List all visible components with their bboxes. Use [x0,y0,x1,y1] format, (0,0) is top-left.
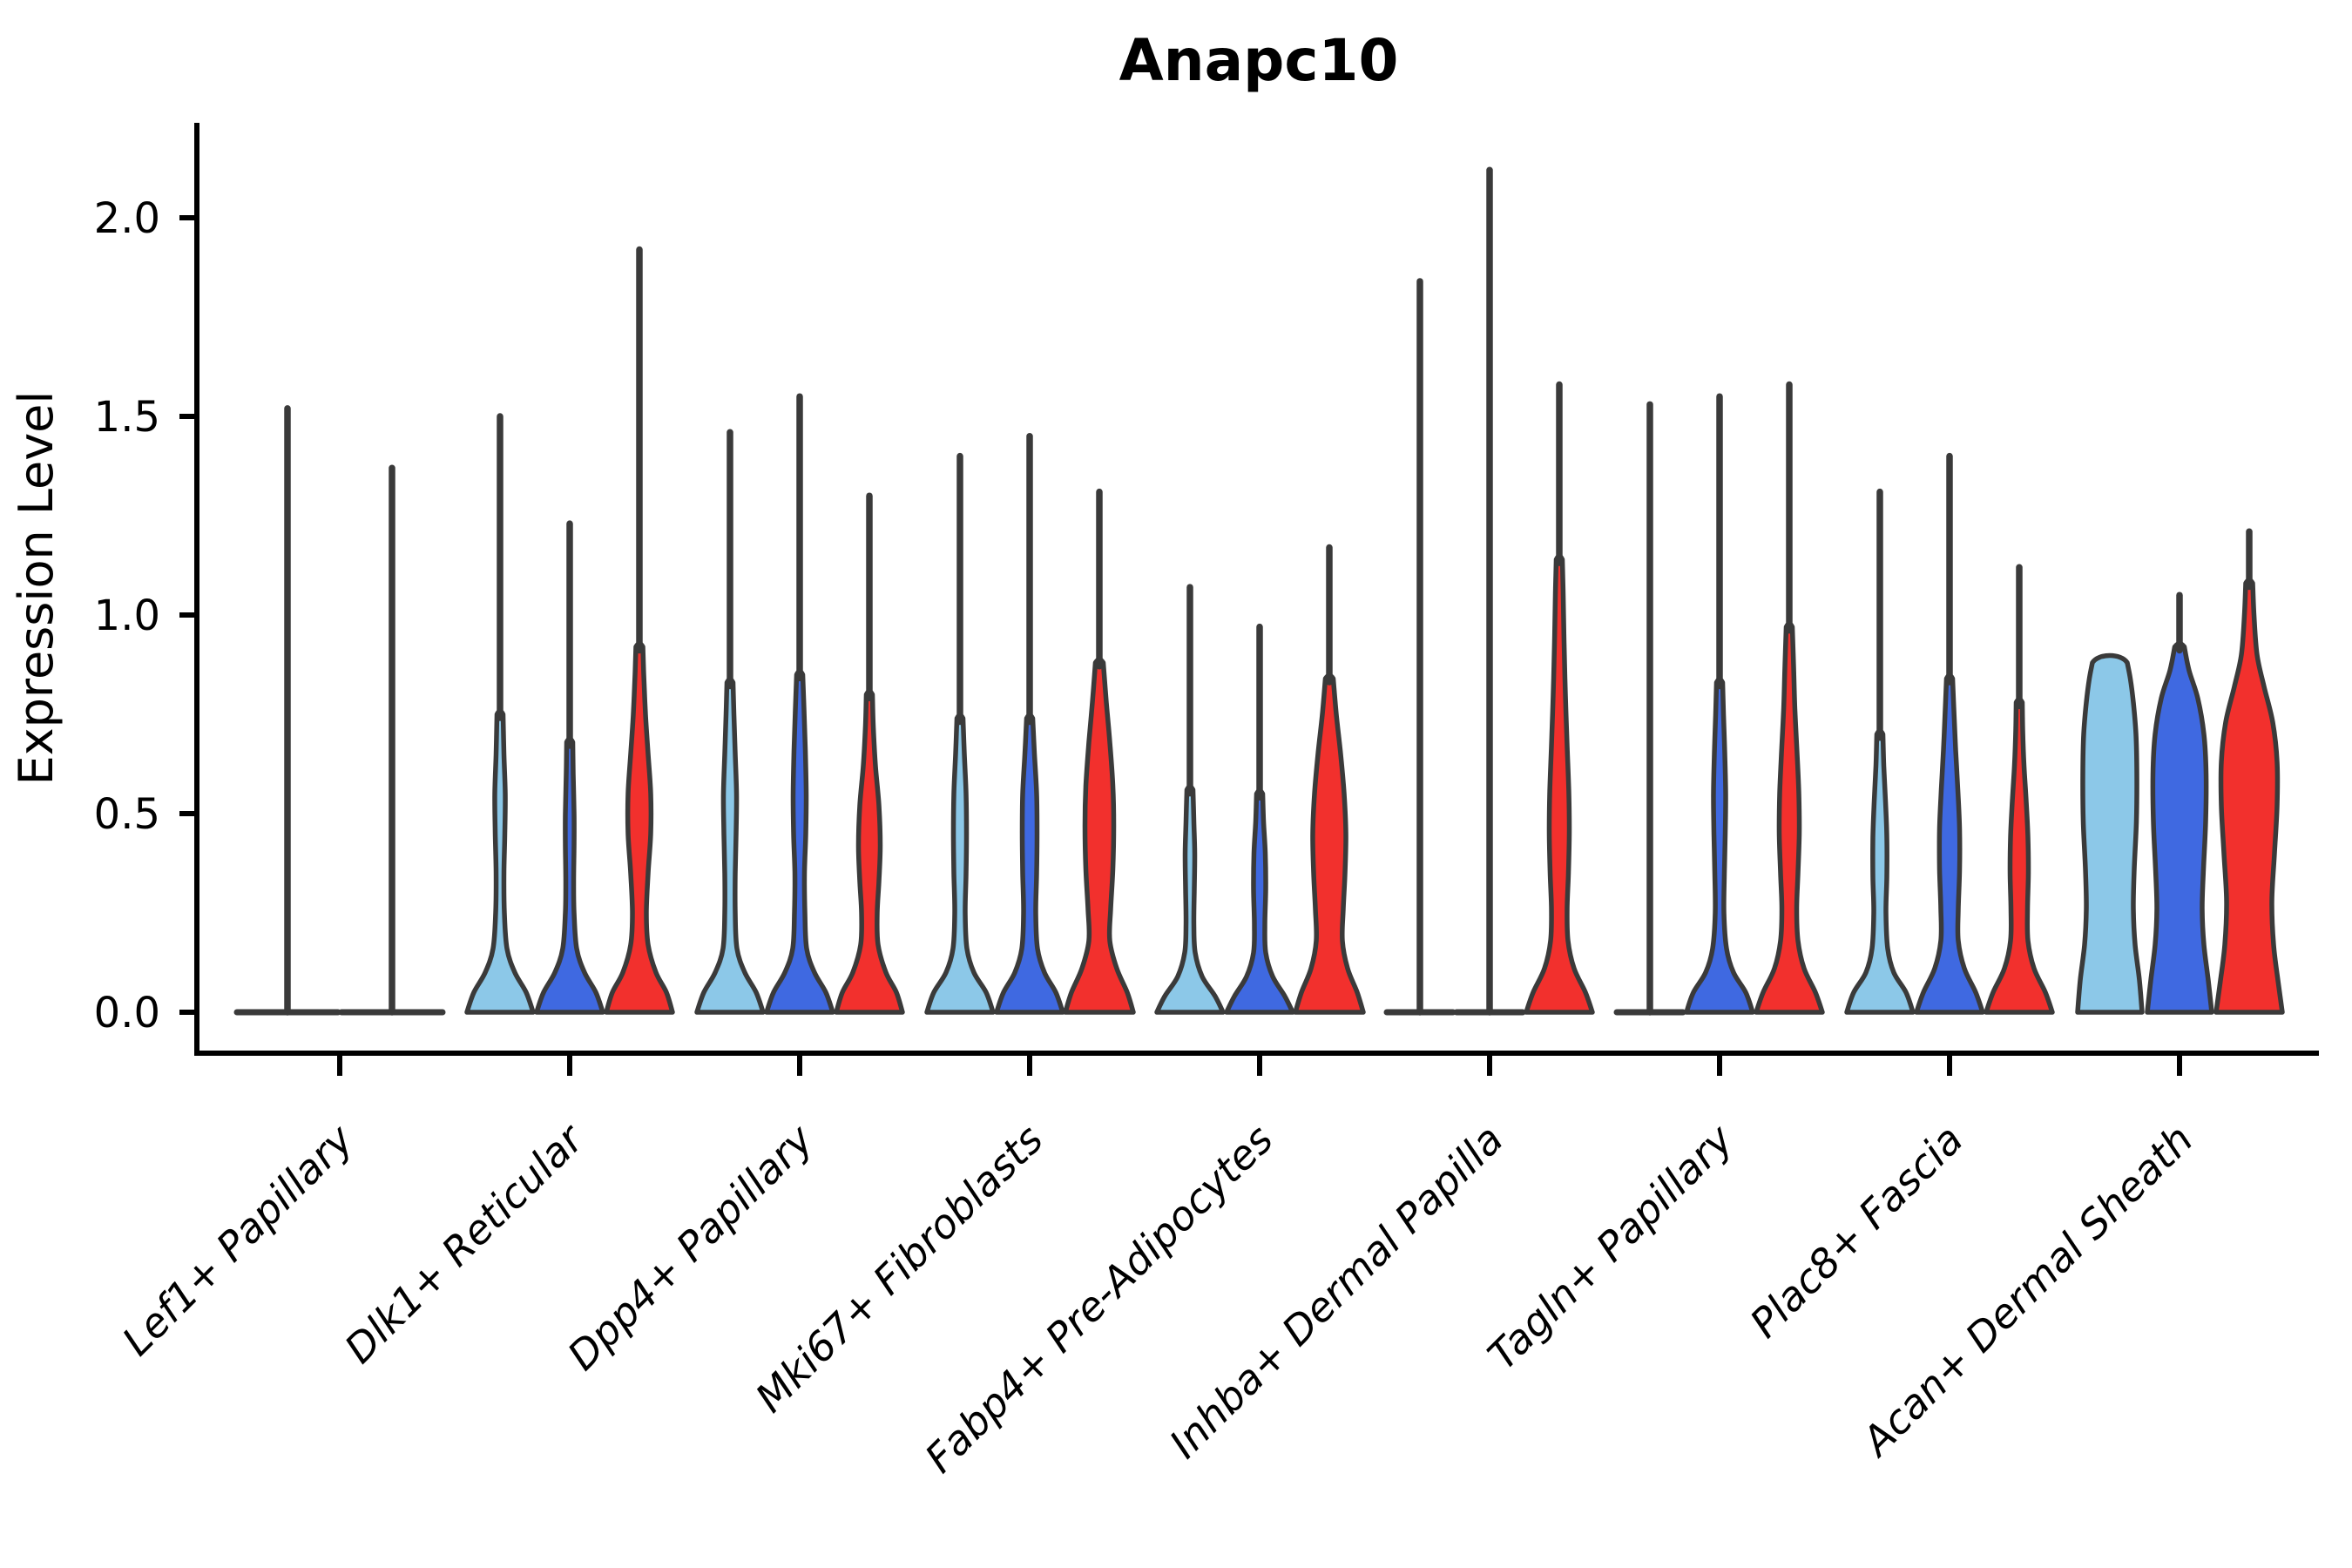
violin-group9-dark_blue [2145,641,2214,1015]
chart-title: Anapc10 [1119,27,1399,94]
x-tick-label-2: Dpp4+ Papillary [558,1115,822,1379]
x-tick-label-1: Dlk1+ Reticular [335,1113,594,1372]
violin-group6-red [1524,553,1595,1015]
violin-group4-red [1063,657,1136,1015]
violin-group3-light_blue [694,677,766,1015]
violin-group4-light_blue [924,713,996,1015]
y-tick-label: 1.0 [94,591,160,640]
violin-group3-dark_blue [764,668,835,1015]
violin-group5-red [1293,672,1366,1015]
violin-group7-red [1754,621,1825,1015]
violin-group9-red [2213,578,2285,1015]
y-tick-label: 1.5 [94,393,160,442]
violin-group7-dark_blue [1684,677,1755,1015]
violin-group8-red [1984,696,2055,1015]
x-tick-label-7: Plac8+ Fascia [1740,1116,1971,1347]
violin-group2-light_blue [464,708,536,1015]
violin-group2-red [604,641,675,1015]
violin-group5-light_blue [1154,784,1226,1015]
violin-group9-light_blue [2075,652,2145,1015]
violin-group8-light_blue [1844,728,1916,1015]
x-tick-label-0: Lef1+ Papillary [113,1115,362,1364]
y-axis-label: Expression Level [9,391,64,786]
y-tick-label: 0.5 [94,790,160,839]
violin-group8-dark_blue [1914,672,1985,1015]
violin-group3-red [834,688,905,1015]
violin-group5-dark_blue [1224,787,1295,1015]
y-tick-label: 0.0 [94,989,160,1037]
x-tick-label-6: Tagln+ Papillary [1478,1115,1742,1379]
violin-group2-dark_blue [534,736,605,1015]
y-tick-label: 2.0 [94,194,160,243]
violin-group4-dark_blue [994,713,1065,1015]
